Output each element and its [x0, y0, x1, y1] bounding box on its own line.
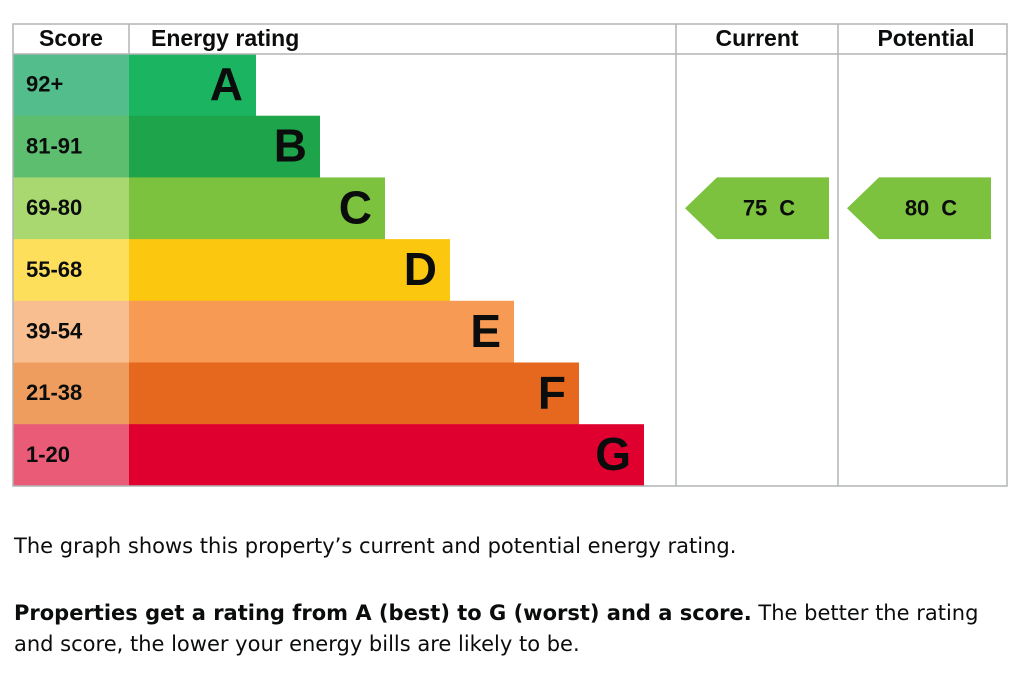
header-score: Score: [39, 25, 103, 51]
score-cell: [13, 300, 129, 363]
potential-label: 80 C: [905, 195, 957, 220]
header-current: Current: [715, 25, 798, 51]
rating-bar: [129, 362, 579, 425]
rating-bar: [129, 300, 514, 363]
score-cell: [13, 239, 129, 302]
explanation-bold: Properties get a rating from A (best) to…: [14, 601, 752, 625]
rating-bar: [129, 424, 644, 487]
score-label: 21-38: [26, 380, 82, 405]
epc-chart: Score Energy rating Current Potential 92…: [12, 23, 1008, 487]
potential-letter: C: [941, 195, 957, 220]
explanation-rest: The better the rating and score, the low…: [14, 601, 979, 656]
score-cell: [13, 424, 129, 487]
rating-letter: C: [339, 181, 372, 233]
rating-bar: [129, 54, 256, 117]
score-label: 39-54: [26, 318, 83, 343]
score-cell: [13, 177, 129, 240]
current-arrow: [685, 177, 829, 240]
rating-bar: [129, 115, 320, 178]
rating-letter: E: [470, 305, 501, 357]
rating-letter: B: [274, 120, 307, 172]
current-letter: C: [779, 195, 795, 220]
potential-score: 80: [905, 195, 929, 220]
rating-letter: F: [538, 367, 566, 419]
rating-letter: A: [210, 58, 243, 110]
table-lines: [12, 23, 1008, 487]
score-cell: [13, 54, 129, 117]
caption: The graph shows this property’s current …: [14, 534, 737, 558]
rating-bar: [129, 239, 450, 302]
potential-arrow: [847, 177, 991, 240]
score-label: 1-20: [26, 442, 70, 467]
header-potential: Potential: [877, 25, 974, 51]
score-label: 92+: [26, 72, 63, 97]
rating-bar: [129, 177, 385, 240]
score-label: 69-80: [26, 195, 82, 220]
current-label: 75 C: [743, 195, 795, 220]
explanation: Properties get a rating from A (best) to…: [14, 598, 1014, 660]
header-rating: Energy rating: [151, 25, 299, 51]
score-label: 81-91: [26, 133, 82, 158]
rating-letter: D: [404, 243, 437, 295]
score-cell: [13, 115, 129, 178]
current-score: 75: [743, 195, 767, 220]
score-cell: [13, 362, 129, 425]
rating-letter: G: [595, 428, 631, 480]
score-label: 55-68: [26, 257, 82, 282]
